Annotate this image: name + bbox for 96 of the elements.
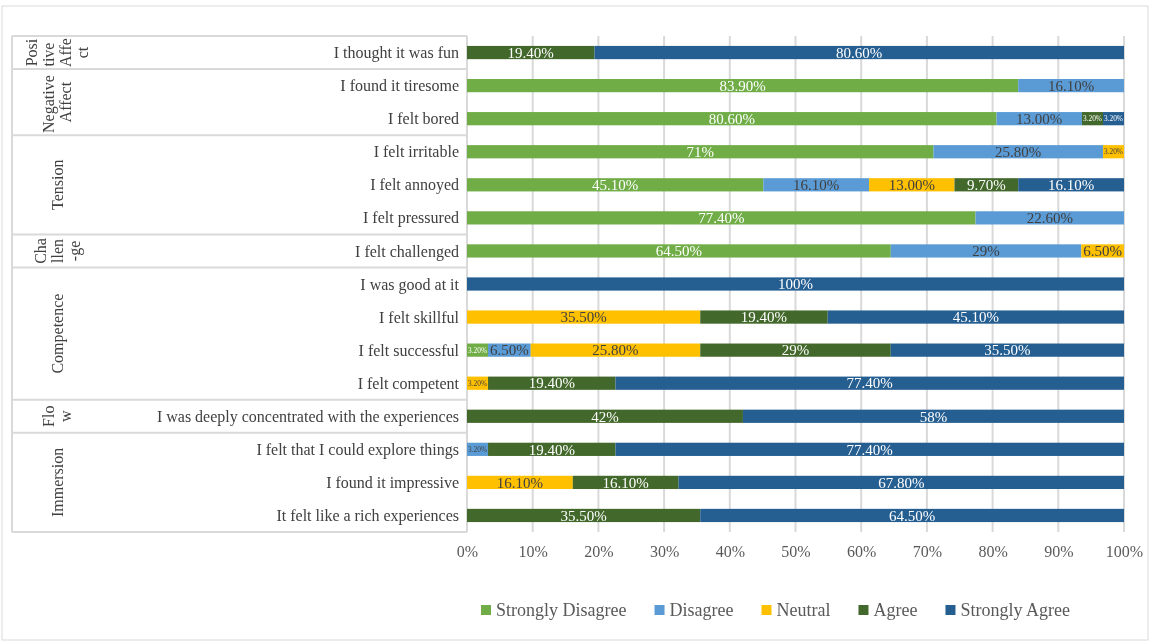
- text: Negative Affect: [40, 71, 75, 134]
- data-label: 19.40%: [528, 441, 575, 458]
- legend-label: Disagree: [669, 600, 734, 621]
- data-label: 100%: [778, 276, 813, 293]
- data-label: 16.10%: [793, 177, 840, 194]
- data-label: 77.40%: [698, 210, 745, 227]
- data-label: 25.80%: [592, 342, 639, 359]
- data-label: 19.40%: [740, 309, 788, 326]
- text: Competence: [48, 293, 67, 374]
- y-tick-label: I felt bored: [387, 110, 459, 128]
- x-tick-label: 50%: [781, 543, 811, 561]
- text: Positive Affect: [23, 38, 92, 68]
- y-tick-label: I felt skillful: [379, 308, 460, 326]
- x-tick-label: 80%: [978, 543, 1008, 561]
- data-label: 83.90%: [719, 77, 766, 94]
- x-tick-label: 30%: [649, 543, 680, 561]
- bar: [467, 508, 701, 523]
- bar: [615, 376, 1124, 390]
- data-label: 6.50%: [490, 342, 529, 359]
- x-tick-label: 40%: [715, 543, 745, 561]
- data-label: 19.40%: [507, 44, 554, 61]
- data-label: 13.00%: [1016, 110, 1063, 127]
- data-label: 45.10%: [592, 177, 639, 194]
- bar: [890, 244, 1082, 258]
- y-tick-label: I felt pressured: [363, 209, 459, 228]
- y-tick-label: I felt annoyed: [370, 176, 459, 195]
- bar: [615, 442, 1124, 456]
- data-label: 29%: [972, 243, 1000, 260]
- y-tick-label: I was deeply concentrated with the experiences: [156, 407, 459, 426]
- data-label: 6.50%: [1083, 243, 1123, 260]
- text: Challen-ge: [31, 238, 84, 264]
- bar: [467, 244, 891, 258]
- data-label: 67.80%: [878, 474, 925, 491]
- bar: [700, 343, 891, 357]
- bar: [890, 343, 1124, 357]
- data-label: 42%: [591, 408, 619, 425]
- y-tick-label: I found it impressive: [326, 474, 459, 492]
- x-tick-label: 90%: [1044, 543, 1074, 561]
- data-label: 29%: [781, 342, 810, 359]
- bar: [700, 310, 828, 324]
- data-label: 35.50%: [984, 342, 1031, 359]
- bar: [467, 277, 1124, 291]
- data-label: 71%: [686, 143, 714, 160]
- data-label: 19.40%: [528, 375, 575, 392]
- data-label: 16.10%: [496, 474, 544, 491]
- bar: [467, 112, 997, 126]
- data-label: 35.50%: [560, 309, 607, 326]
- y-tick-label: I felt challenged: [355, 242, 459, 261]
- data-label: 25.80%: [995, 143, 1042, 160]
- data-label: 45.10%: [952, 309, 999, 326]
- legend-label: Strongly Disagree: [496, 600, 627, 621]
- data-label: 80.60%: [708, 110, 755, 127]
- y-tick-label: I was good at it: [360, 275, 460, 294]
- legend-label: Neutral: [776, 600, 831, 621]
- data-label: 16.10%: [602, 474, 649, 491]
- x-tick-label: 70%: [912, 543, 943, 561]
- legend-label: Agree: [873, 600, 918, 621]
- text: Flow: [40, 405, 75, 427]
- bar: [678, 475, 1124, 490]
- y-tick-label: It felt like a rich experiences: [276, 507, 459, 526]
- y-tick-label: I thought it was fun: [333, 44, 459, 63]
- y-tick-label: I felt that I could explore things: [256, 440, 459, 459]
- y-tick-label: I felt successful: [358, 341, 460, 359]
- y-tick-label: I felt competent: [357, 374, 460, 393]
- x-tick-label: 10%: [518, 543, 548, 561]
- text: Immersion: [48, 447, 66, 518]
- text: Tension: [48, 159, 66, 211]
- data-label: 13.00%: [888, 177, 935, 194]
- data-label: 77.40%: [846, 441, 893, 458]
- x-tick-label: 100%: [1105, 543, 1144, 561]
- data-label: 22.60%: [1026, 210, 1073, 227]
- data-label: 77.40%: [846, 375, 893, 392]
- bar: [467, 145, 934, 159]
- bar: [467, 211, 976, 225]
- bar: [467, 178, 764, 192]
- data-label: 9.70%: [966, 177, 1006, 194]
- data-label: 35.50%: [560, 507, 607, 524]
- data-label: 64.50%: [655, 243, 703, 260]
- bar: [467, 310, 701, 324]
- bar: [827, 310, 1124, 324]
- data-label: 80.60%: [836, 44, 883, 61]
- data-label: 58%: [919, 408, 948, 425]
- bar: [467, 78, 1019, 93]
- x-tick-label: 20%: [584, 543, 614, 561]
- bar: [467, 409, 743, 423]
- legend-label: Strongly Agree: [960, 600, 1070, 621]
- data-label: 16.10%: [1047, 177, 1095, 194]
- bar: [700, 508, 1124, 523]
- y-tick-label: I found it tiresome: [340, 77, 459, 95]
- bar: [594, 45, 1124, 60]
- x-tick-label: 0%: [456, 543, 479, 561]
- x-tick-label: 60%: [847, 543, 877, 561]
- data-label: 16.10%: [1047, 77, 1095, 94]
- bar: [742, 409, 1124, 423]
- data-label: 64.50%: [888, 507, 936, 524]
- y-tick-label: I felt irritable: [373, 143, 459, 161]
